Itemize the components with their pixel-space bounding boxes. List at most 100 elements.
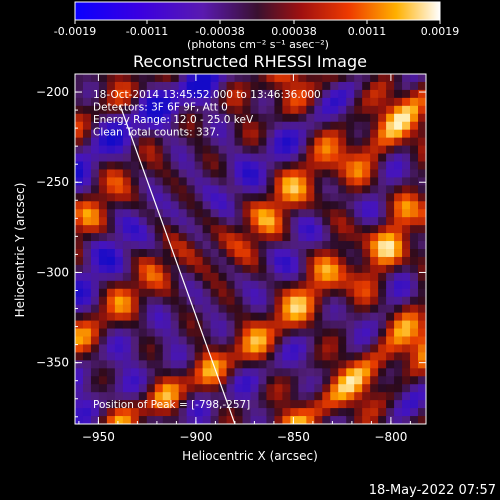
heatmap-cell	[98, 384, 108, 393]
heatmap-cell	[194, 416, 204, 424]
heatmap-cell	[154, 193, 164, 202]
heatmap-cell	[186, 392, 196, 401]
heatmap-cell	[218, 193, 228, 202]
heatmap-cell	[82, 376, 92, 385]
heatmap-cell	[202, 249, 212, 258]
heatmap-cell	[178, 344, 188, 353]
heatmap-cell	[146, 209, 156, 218]
heatmap-cell	[378, 185, 387, 194]
heatmap-cell	[306, 296, 315, 306]
heatmap-cell	[218, 225, 228, 234]
heatmap-cell	[394, 177, 403, 186]
heatmap-cell	[274, 113, 284, 123]
heatmap-cell	[226, 137, 236, 147]
heatmap-cell	[242, 129, 252, 139]
heatmap-cell	[330, 352, 339, 361]
heatmap-cell	[234, 145, 244, 155]
heatmap-cell	[418, 408, 426, 417]
heatmap-cell	[330, 233, 339, 242]
heatmap-cell	[370, 153, 379, 163]
heatmap-cell	[306, 352, 315, 361]
heatmap-cell	[306, 177, 315, 186]
heatmap-cell	[306, 328, 315, 338]
heatmap-cell	[354, 193, 363, 202]
heatmap-cell	[218, 272, 228, 282]
heatmap-cell	[138, 105, 148, 115]
heatmap-cell	[250, 225, 260, 234]
heatmap-cell	[106, 280, 116, 290]
heatmap-cell	[218, 137, 228, 147]
heatmap-cell	[346, 137, 355, 147]
heatmap-cell	[282, 169, 291, 178]
heatmap-cell	[386, 169, 395, 178]
heatmap-cell	[210, 296, 220, 306]
heatmap-cell	[162, 129, 172, 139]
heatmap-cell	[322, 225, 331, 234]
heatmap-cell	[394, 225, 403, 234]
heatmap-cell	[98, 185, 108, 194]
heatmap-cell	[314, 153, 323, 163]
heatmap-cell	[90, 280, 100, 290]
heatmap-cell	[282, 360, 291, 369]
heatmap-cell	[90, 336, 100, 346]
heatmap-cell	[266, 392, 276, 401]
heatmap-cell	[258, 137, 268, 147]
heatmap-cell	[106, 296, 116, 306]
heatmap-cell	[322, 280, 331, 290]
heatmap-cell	[154, 352, 164, 361]
heatmap-image	[75, 74, 426, 424]
heatmap-cell	[250, 161, 260, 171]
heatmap-cell	[122, 296, 132, 306]
heatmap-cell	[162, 384, 172, 393]
heatmap-cell	[82, 81, 92, 91]
heatmap-cell	[402, 81, 411, 91]
heatmap-cell	[282, 193, 291, 202]
heatmap-cell	[234, 121, 244, 131]
heatmap-cell	[226, 201, 236, 210]
heatmap-cell	[98, 296, 108, 306]
heatmap-cell	[370, 97, 379, 107]
heatmap-cell	[122, 408, 132, 417]
heatmap-cell	[194, 336, 204, 346]
heatmap-cell	[394, 304, 403, 314]
heatmap-cell	[386, 360, 395, 369]
heatmap-cell	[138, 416, 148, 424]
heatmap-cell	[394, 400, 403, 409]
heatmap-cell	[290, 217, 299, 226]
heatmap-cell	[90, 360, 100, 369]
heatmap-cell	[210, 384, 220, 393]
heatmap-cell	[138, 121, 148, 131]
heatmap-cell	[386, 256, 395, 266]
heatmap-cell	[90, 153, 100, 163]
heatmap-cell	[146, 352, 156, 361]
heatmap-cell	[75, 344, 84, 353]
heatmap-cell	[90, 249, 100, 258]
heatmap-cell	[346, 241, 355, 250]
heatmap-cell	[346, 121, 355, 131]
heatmap-cell	[242, 280, 252, 290]
heatmap-cell	[186, 241, 196, 250]
heatmap-cell	[402, 392, 411, 401]
heatmap-cell	[106, 89, 116, 99]
heatmap-cell	[354, 249, 363, 258]
heatmap-cell	[394, 352, 403, 361]
heatmap-cell	[186, 161, 196, 171]
heatmap-cell	[370, 129, 379, 139]
heatmap-cell	[282, 129, 291, 139]
heatmap-cell	[154, 233, 164, 242]
heatmap-cell	[250, 416, 260, 424]
heatmap-cell	[138, 249, 148, 258]
heatmap-cell	[186, 360, 196, 369]
heatmap-cell	[178, 121, 188, 131]
heatmap-cell	[218, 408, 228, 417]
heatmap-cell	[130, 121, 140, 131]
heatmap-cell	[370, 352, 379, 361]
heatmap-cell	[418, 153, 426, 163]
heatmap-cell	[178, 129, 188, 139]
heatmap-cell	[210, 169, 220, 178]
heatmap-cell	[242, 153, 252, 163]
heatmap-cell	[218, 320, 228, 330]
heatmap-cell	[386, 368, 395, 377]
heatmap-cell	[370, 368, 379, 377]
heatmap-cell	[130, 97, 140, 107]
